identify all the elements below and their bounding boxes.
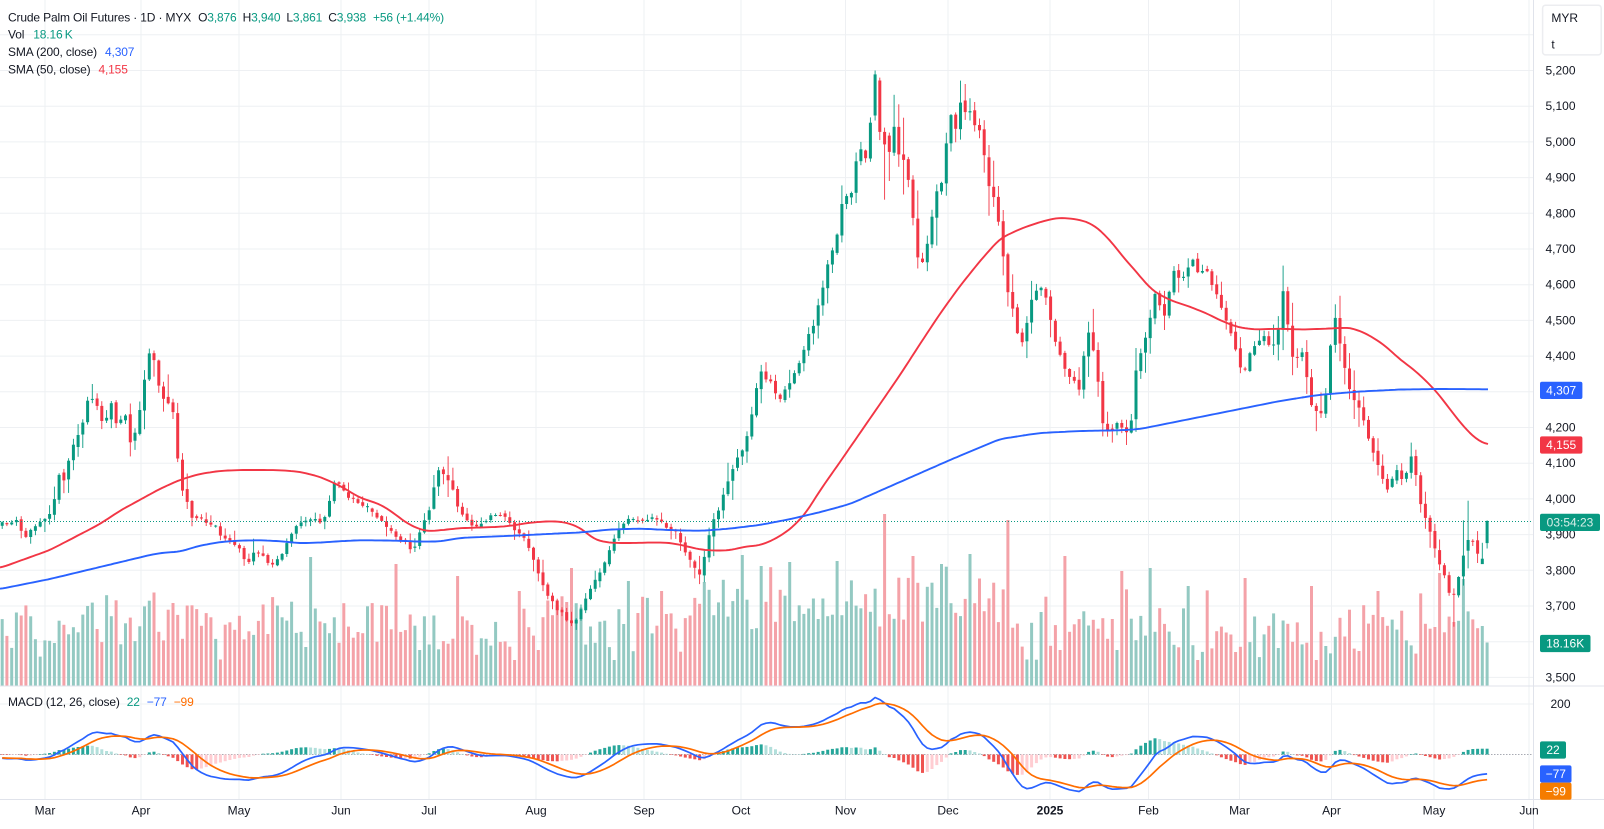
svg-text:Mar: Mar xyxy=(1229,804,1250,818)
svg-text:3,800: 3,800 xyxy=(1545,563,1575,577)
svg-text:May: May xyxy=(1423,804,1446,818)
svg-text:Nov: Nov xyxy=(835,804,856,818)
svg-text:Jun: Jun xyxy=(331,804,350,818)
svg-text:Oct: Oct xyxy=(732,804,751,818)
svg-text:5,200: 5,200 xyxy=(1545,64,1575,78)
svg-text:Aug: Aug xyxy=(525,804,546,818)
svg-text:Jul: Jul xyxy=(421,804,436,818)
svg-text:3,900: 3,900 xyxy=(1545,528,1575,542)
svg-text:22: 22 xyxy=(1546,743,1560,757)
svg-text:4,800: 4,800 xyxy=(1545,206,1575,220)
svg-text:4,155: 4,155 xyxy=(1546,438,1576,452)
svg-text:200: 200 xyxy=(1550,697,1570,711)
svg-text:SMA (50, close)4,155: SMA (50, close) 4,155 xyxy=(8,62,128,76)
svg-text:MYR: MYR xyxy=(1551,11,1578,25)
svg-text:Apr: Apr xyxy=(1322,804,1341,818)
svg-text:Dec: Dec xyxy=(937,804,958,818)
svg-text:t: t xyxy=(1551,38,1555,52)
svg-text:Crude Palm Oil Futures · 1D ·: Crude Palm Oil Futures · 1D · MYX O3,876 H… xyxy=(8,11,444,25)
svg-text:May: May xyxy=(228,804,251,818)
svg-text:18.16K: 18.16K xyxy=(1546,637,1584,651)
svg-text:4,600: 4,600 xyxy=(1545,278,1575,292)
svg-text:Feb: Feb xyxy=(1138,804,1159,818)
svg-text:4,400: 4,400 xyxy=(1545,349,1575,363)
svg-text:Sep: Sep xyxy=(633,804,655,818)
svg-text:4,900: 4,900 xyxy=(1545,171,1575,185)
svg-text:3,700: 3,700 xyxy=(1545,599,1575,613)
svg-text:4,307: 4,307 xyxy=(1546,384,1576,398)
svg-text:−99: −99 xyxy=(1546,784,1567,798)
svg-text:Jun: Jun xyxy=(1519,804,1538,818)
svg-text:3,500: 3,500 xyxy=(1545,670,1575,684)
svg-text:4,700: 4,700 xyxy=(1545,242,1575,256)
svg-text:5,100: 5,100 xyxy=(1545,99,1575,113)
svg-text:Mar: Mar xyxy=(35,804,56,818)
svg-text:03:54:23: 03:54:23 xyxy=(1547,516,1594,530)
svg-text:MACD (12, 26, close)22−77−99: MACD (12, 26, close) 22 −77 −99 xyxy=(8,695,194,709)
svg-text:4,100: 4,100 xyxy=(1545,456,1575,470)
svg-text:Apr: Apr xyxy=(132,804,151,818)
svg-text:4,500: 4,500 xyxy=(1545,313,1575,327)
svg-text:SMA (200, close)4,307: SMA (200, close) 4,307 xyxy=(8,45,135,59)
svg-text:−77: −77 xyxy=(1546,767,1567,781)
svg-text:5,000: 5,000 xyxy=(1545,135,1575,149)
svg-text:2025: 2025 xyxy=(1037,804,1064,818)
svg-text:4,200: 4,200 xyxy=(1545,421,1575,435)
svg-text:4,000: 4,000 xyxy=(1545,492,1575,506)
